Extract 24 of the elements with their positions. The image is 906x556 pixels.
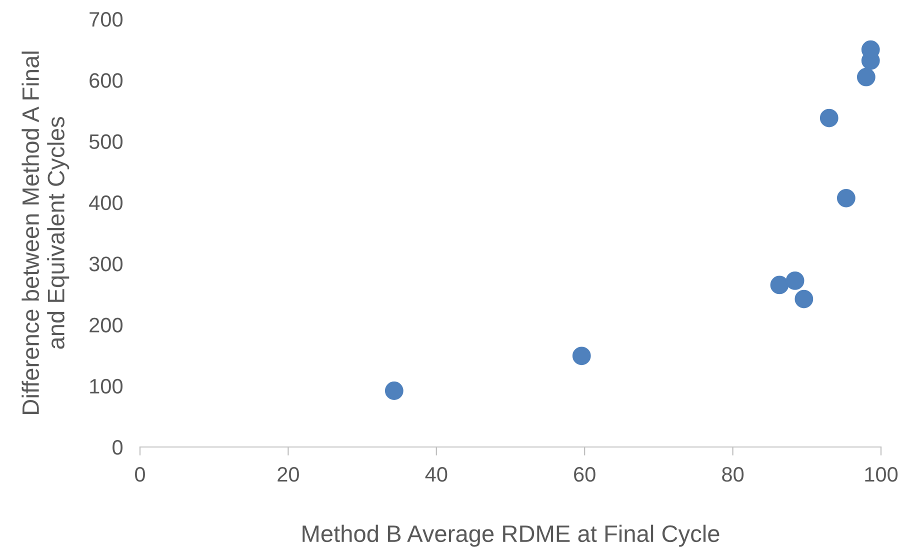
x-tick-label: 60 <box>574 466 596 482</box>
x-tick-label: 20 <box>278 466 299 482</box>
point <box>572 346 591 366</box>
y-tick-label: 600 <box>90 73 123 88</box>
x-axis-title: Method B Average RDME at Final Cycle <box>302 524 720 547</box>
x-tick-label: 100 <box>865 466 898 482</box>
point <box>820 108 838 128</box>
y-tick-label: 100 <box>90 378 123 394</box>
point <box>384 382 404 400</box>
y-tick-label: 0 <box>112 440 123 455</box>
point <box>836 188 856 208</box>
x-tick-label: 80 <box>722 466 744 482</box>
y-tick-label: 500 <box>89 134 123 150</box>
x-tick-label: 0 <box>135 466 145 482</box>
y-tick-label: 700 <box>90 12 123 27</box>
y-tick-label: 300 <box>89 256 123 272</box>
point <box>770 276 789 294</box>
point <box>786 271 804 290</box>
y-tick-label: 400 <box>89 195 123 210</box>
point <box>794 290 814 308</box>
point <box>856 68 876 86</box>
y-axis-title: Difference between Method A Final and Equivalent Cycles <box>22 52 70 414</box>
y-tick-label: 200 <box>90 318 123 332</box>
x-tick-label: 40 <box>425 466 448 482</box>
